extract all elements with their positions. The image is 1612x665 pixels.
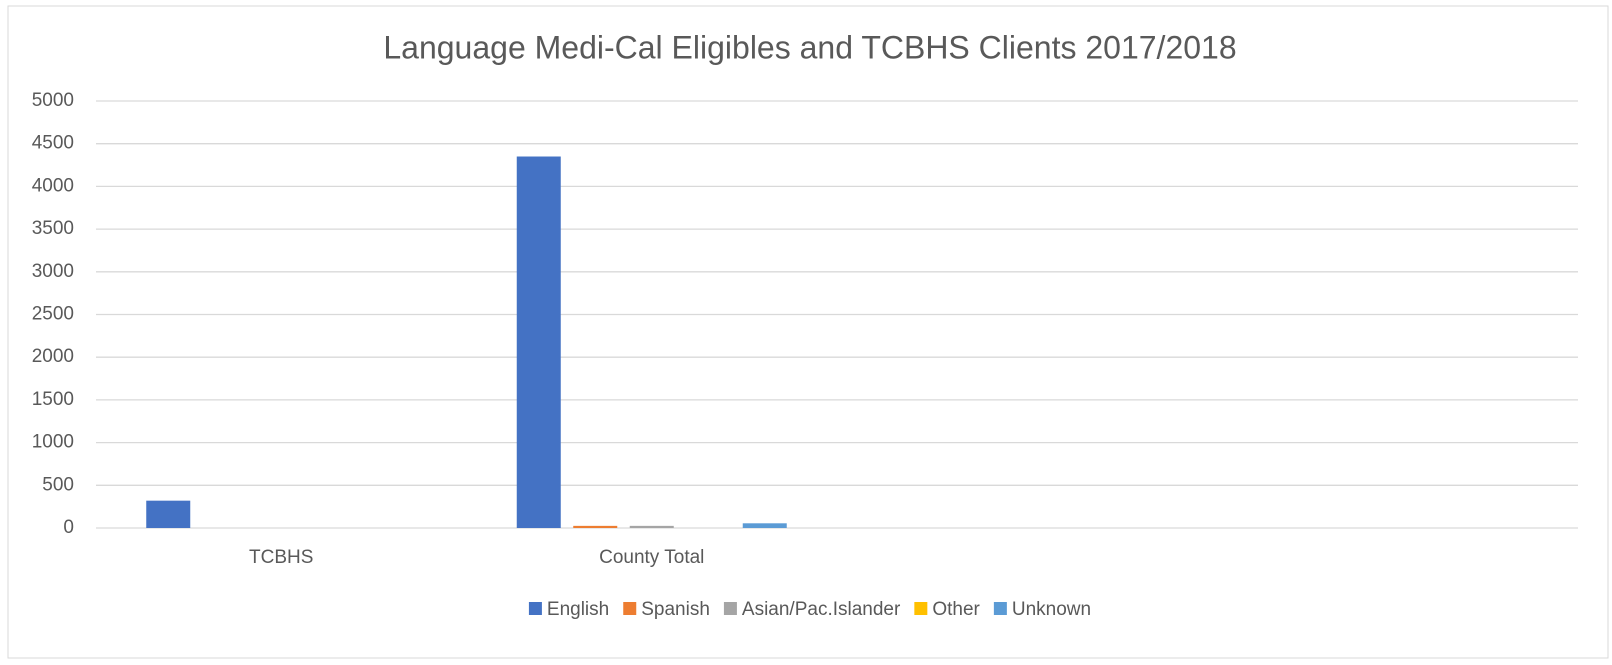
legend-swatch [623, 602, 637, 615]
bar [516, 156, 561, 528]
x-tick-label: TCBHS [249, 547, 313, 568]
legend-label: Unknown [1012, 599, 1091, 620]
y-tick-label: 0 [63, 517, 74, 538]
y-tick-label: 500 [42, 474, 74, 495]
y-tick-label: 2000 [32, 346, 74, 367]
y-tick-label: 1000 [32, 432, 74, 453]
y-tick-label: 3500 [32, 218, 74, 239]
y-tick-label: 1500 [32, 389, 74, 410]
y-tick-label: 3000 [32, 261, 74, 282]
bar [629, 525, 674, 528]
legend-swatch [993, 602, 1007, 615]
x-tick-label: County Total [599, 547, 704, 568]
bar [573, 525, 618, 528]
y-tick-label: 2500 [32, 304, 74, 325]
legend-label: English [547, 599, 609, 620]
chart-border [7, 5, 1609, 659]
legend-label: Asian/Pac.Islander [742, 599, 901, 620]
bar [146, 500, 191, 528]
chart-title: Language Medi-Cal Eligibles and TCBHS Cl… [383, 29, 1236, 65]
legend-swatch [528, 602, 542, 615]
legend-swatch [723, 602, 737, 615]
legend-swatch [914, 602, 928, 615]
y-tick-label: 4000 [32, 175, 74, 196]
legend-label: Spanish [641, 599, 710, 620]
y-tick-label: 5000 [32, 90, 74, 111]
legend-label: Other [932, 599, 980, 620]
y-tick-label: 4500 [32, 133, 74, 154]
bar [742, 523, 787, 528]
